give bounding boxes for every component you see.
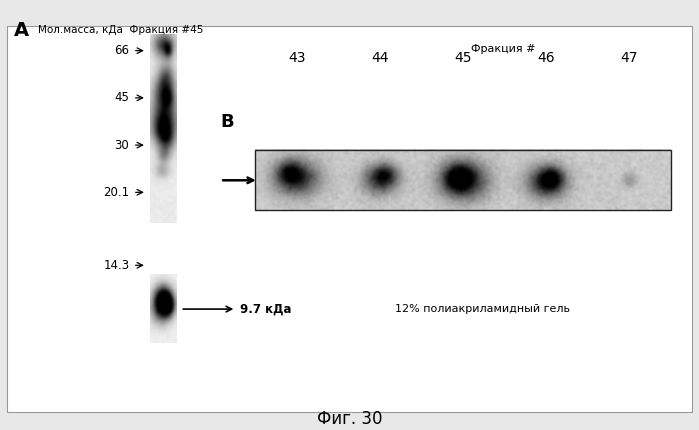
Text: 66: 66 — [115, 44, 129, 57]
Text: 45: 45 — [454, 51, 472, 65]
Text: B: B — [220, 114, 233, 131]
Text: 47: 47 — [621, 51, 638, 65]
Text: 14.3: 14.3 — [103, 259, 129, 272]
Text: 44: 44 — [371, 51, 389, 65]
Text: 12% полиакриламидный гель: 12% полиакриламидный гель — [395, 304, 570, 314]
Text: 20.1: 20.1 — [103, 186, 129, 199]
Text: 30: 30 — [115, 138, 129, 152]
Text: Мол.масса, кДа  Фракция #45: Мол.масса, кДа Фракция #45 — [38, 25, 204, 35]
Text: Фракция #: Фракция # — [471, 44, 535, 54]
Text: Фиг. 30: Фиг. 30 — [317, 409, 382, 427]
Text: 45: 45 — [115, 92, 129, 104]
Text: 46: 46 — [538, 51, 555, 65]
Bar — [255, 150, 671, 210]
Text: A: A — [14, 21, 29, 40]
Text: 43: 43 — [288, 51, 305, 65]
Text: 9.7 кДа: 9.7 кДа — [240, 303, 291, 316]
